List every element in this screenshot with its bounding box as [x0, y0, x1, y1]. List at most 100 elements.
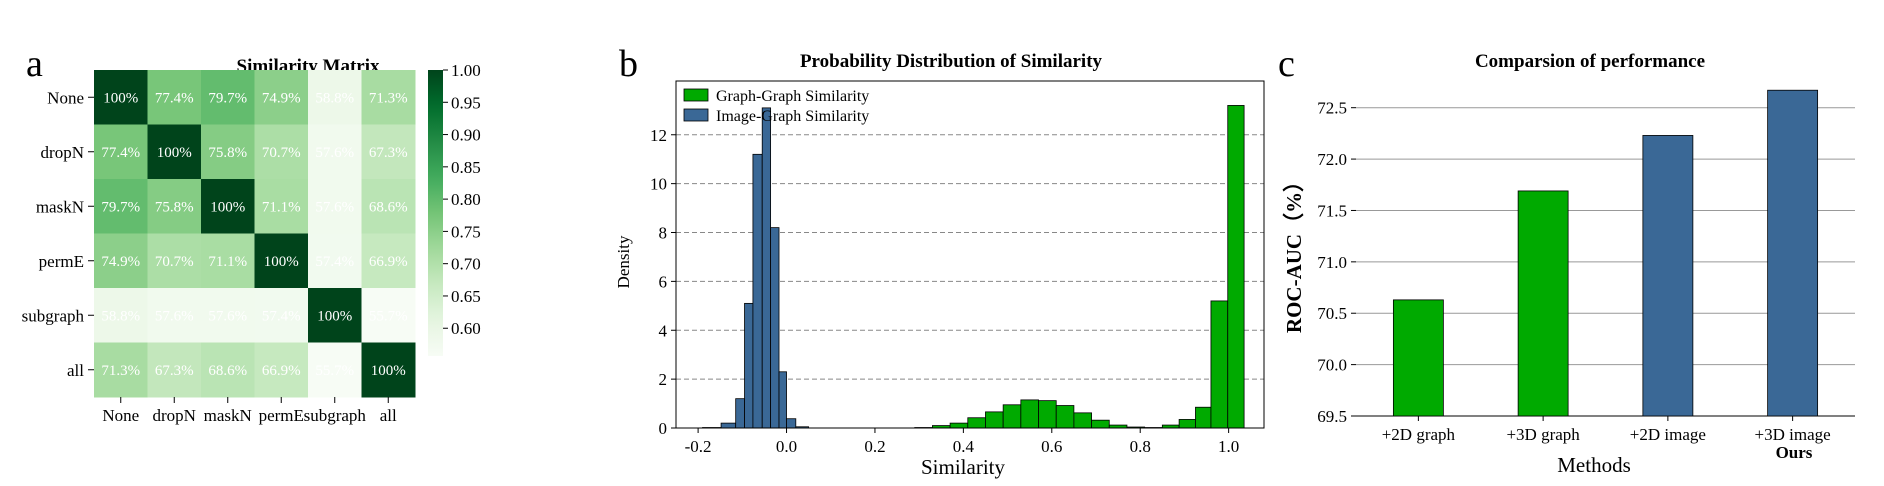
heatmap-cell-label: 70.7% — [262, 145, 301, 161]
heatmap-cell-label: 77.4% — [101, 145, 140, 161]
heatmap-cell — [361, 233, 416, 289]
heatmap-cell-label: 68.6% — [208, 363, 247, 379]
ours-annotation: Ours — [1776, 443, 1813, 462]
histogram-ytick-label: 10 — [650, 175, 667, 194]
heatmap-cell — [308, 179, 362, 234]
heatmap-cell — [201, 70, 255, 125]
heatmap-cell — [361, 342, 416, 398]
heatmap: 100% 77.4% 79.7% 74.9% 58.8% 71.3% 77.4% 100% 75… — [22, 70, 416, 425]
histogram-title: Probability Distribution of Similarity — [800, 51, 1103, 72]
panel-letter-b: b — [619, 43, 638, 85]
bar-xtick-label: +3D graph — [1506, 425, 1580, 444]
heatmap-cell-label: 100% — [371, 363, 406, 379]
heatmap-cell-label: 70.7% — [155, 254, 194, 270]
bar-ytick-label: 70.0 — [1317, 356, 1347, 375]
heatmap-cell-label: 57.4% — [315, 254, 354, 270]
heatmap-cell — [254, 342, 309, 398]
histogram-bar — [1020, 399, 1039, 429]
bar-ytick-label: 72.0 — [1317, 150, 1347, 169]
heatmap-cell-label: 77.4% — [155, 90, 194, 106]
histogram-bar — [1178, 419, 1196, 429]
bar — [1642, 135, 1694, 417]
histogram-xtick-label: 0.2 — [864, 437, 885, 456]
histogram-ytick-label: 6 — [659, 272, 668, 291]
heatmap-cell-label: 100% — [264, 254, 299, 270]
heatmap-cell-label: 79.7% — [208, 90, 247, 106]
heatmap-cell-label: 57.6% — [208, 308, 247, 324]
heatmap-cell — [201, 233, 255, 289]
histogram-bar — [985, 411, 1004, 429]
heatmap-cell — [147, 179, 202, 234]
heatmap-cell-label: 100% — [103, 90, 138, 106]
heatmap-cell-label: 74.9% — [101, 254, 140, 270]
histogram-bar — [752, 153, 763, 429]
histogram-bar — [770, 227, 780, 429]
histogram-xtick-label: 0.4 — [953, 437, 975, 456]
colorbar-tick-label: 0.70 — [451, 255, 481, 274]
heatmap-cell-label: 55.7% — [369, 308, 408, 324]
panel-letter-c: c — [1278, 43, 1295, 85]
histogram-ylabel: Density — [614, 235, 633, 288]
heatmap-cell-label: 67.3% — [369, 145, 408, 161]
heatmap-cell — [201, 179, 255, 234]
bar-xtick-label: +3D image — [1755, 425, 1831, 444]
histogram-bar — [1038, 400, 1057, 429]
heatmap-cell — [254, 233, 309, 289]
bar-title: Comparsion of performance — [1475, 51, 1705, 72]
colorbar-tick-label: 0.85 — [451, 158, 481, 177]
heatmap-cell-label: 55.7% — [315, 363, 354, 379]
heatmap-cell-label: 71.1% — [262, 199, 301, 215]
heatmap-cell — [361, 288, 416, 343]
heatmap-row-label: all — [67, 361, 84, 380]
heatmap-row-label: permE — [39, 252, 84, 271]
heatmap-cell-label: 57.6% — [315, 145, 354, 161]
heatmap-cell — [94, 288, 148, 343]
histogram-bar — [1210, 300, 1229, 429]
heatmap-cell-label: 100% — [210, 199, 245, 215]
heatmap-cell-label: 66.9% — [262, 363, 301, 379]
bar-ytick-label: 70.5 — [1317, 304, 1347, 323]
histogram: -0.2 0.0 0.2 0.4 0.6 0.8 1.0 0 2 4 6 8 10 12 Graph-Gra… — [650, 80, 1265, 456]
histogram-bar — [720, 422, 737, 429]
legend-label: Graph-Graph Similarity — [716, 88, 869, 105]
heatmap-cell — [147, 233, 202, 289]
colorbar-tick-label: 0.65 — [451, 287, 481, 306]
bar-ytick-label: 72.5 — [1317, 99, 1347, 118]
heatmap-cell — [147, 288, 202, 343]
heatmap-cell — [254, 70, 309, 125]
legend-label: Image-Graph Similarity — [716, 108, 869, 125]
histogram-ytick-label: 2 — [659, 370, 668, 389]
bar-ytick-label: 71.0 — [1317, 253, 1347, 272]
heatmap-col-label: all — [380, 406, 397, 425]
heatmap-row-label: subgraph — [22, 306, 85, 325]
histogram-bar — [949, 422, 969, 429]
heatmap-cell-label: 66.9% — [369, 254, 408, 270]
heatmap-cell-label: 71.1% — [208, 254, 247, 270]
bar-xlabel: Methods — [1557, 453, 1631, 477]
bar — [1392, 299, 1444, 417]
heatmap-cell-label: 71.3% — [369, 90, 408, 106]
histogram-ytick-label: 4 — [659, 321, 668, 340]
heatmap-col-label: subgraph — [304, 406, 367, 425]
bar-ytick-label: 71.5 — [1317, 201, 1347, 220]
histogram-xlabel: Similarity — [921, 455, 1006, 479]
heatmap-cell — [254, 124, 309, 180]
heatmap-cell-label: 68.6% — [369, 199, 408, 215]
bar-xtick-label: +2D graph — [1382, 425, 1456, 444]
heatmap-cell-label: 75.8% — [155, 199, 194, 215]
heatmap-cell — [94, 179, 148, 234]
heatmap-row-label: dropN — [41, 143, 84, 162]
heatmap-cell-label: 57.6% — [155, 308, 194, 324]
heatmap-cell — [361, 179, 416, 234]
heatmap-cell — [201, 342, 255, 398]
heatmap-cell — [147, 124, 202, 180]
heatmap-cell — [94, 342, 148, 398]
colorbar-tick-label: 1.00 — [451, 61, 481, 80]
histogram-bar — [1055, 405, 1075, 429]
heatmap-cell-label: 71.3% — [101, 363, 140, 379]
histogram-bar — [1073, 412, 1092, 429]
heatmap-cell — [254, 288, 309, 343]
histogram-bar — [735, 398, 745, 429]
heatmap-cell-label: 67.3% — [155, 363, 194, 379]
